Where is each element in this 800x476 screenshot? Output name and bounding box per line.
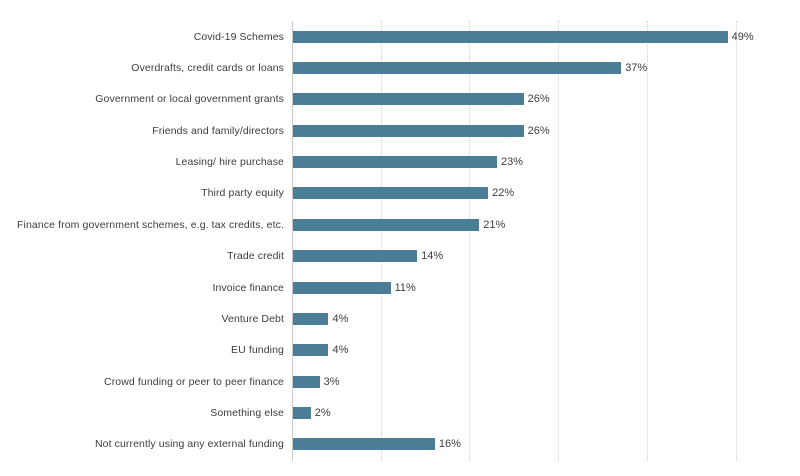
category-label: Third party equity bbox=[201, 187, 284, 200]
category-label: Venture Debt bbox=[221, 312, 284, 325]
bar bbox=[293, 250, 418, 263]
value-label: 14% bbox=[421, 250, 444, 263]
plot-area bbox=[292, 21, 752, 461]
bar bbox=[293, 156, 497, 169]
gridline-50 bbox=[735, 21, 737, 461]
bar-row: EU funding 4% bbox=[0, 335, 800, 366]
category-label: Covid-19 Schemes bbox=[193, 30, 284, 43]
bar-row: Finance from government schemes, e.g. ta… bbox=[0, 209, 800, 240]
value-label: 3% bbox=[323, 375, 340, 388]
chart-rows: Covid-19 Schemes 49% Overdrafts, credit ca… bbox=[0, 21, 800, 460]
bar-row: Overdrafts, credit cards or loans 37% bbox=[0, 52, 800, 83]
bar bbox=[293, 406, 311, 419]
y-axis-line bbox=[292, 21, 293, 461]
bar bbox=[293, 30, 728, 43]
value-label: 26% bbox=[527, 93, 550, 106]
bar-row: Something else 2% bbox=[0, 397, 800, 428]
bar-row: Covid-19 Schemes 49% bbox=[0, 21, 800, 52]
bar bbox=[293, 93, 524, 106]
category-label: Government or local government grants bbox=[95, 93, 284, 106]
category-label: Not currently using any external funding bbox=[94, 438, 284, 451]
bar-row: Venture Debt 4% bbox=[0, 303, 800, 334]
value-label: 49% bbox=[731, 30, 754, 43]
value-label: 16% bbox=[438, 438, 461, 451]
bar bbox=[293, 312, 329, 325]
category-label: Friends and family/directors bbox=[152, 124, 284, 137]
bar-row: Government or local government grants 26% bbox=[0, 84, 800, 115]
bar-row: Trade credit 14% bbox=[0, 241, 800, 272]
bar bbox=[293, 344, 329, 357]
value-label: 23% bbox=[501, 156, 524, 169]
value-label: 37% bbox=[625, 62, 648, 75]
bar bbox=[293, 62, 622, 75]
bar-row: Invoice finance 11% bbox=[0, 272, 800, 303]
gridline-10 bbox=[380, 21, 382, 461]
value-label: 4% bbox=[332, 344, 349, 357]
category-label: Crowd funding or peer to peer finance bbox=[104, 375, 284, 388]
gridline-30 bbox=[558, 21, 560, 461]
bar bbox=[293, 187, 489, 200]
value-label: 11% bbox=[394, 281, 416, 294]
value-label: 2% bbox=[314, 406, 331, 419]
bar-row: Not currently using any external funding… bbox=[0, 429, 800, 460]
value-label: 21% bbox=[483, 218, 506, 231]
category-label: Finance from government schemes, e.g. ta… bbox=[17, 218, 284, 231]
bar-row: Friends and family/directors 26% bbox=[0, 115, 800, 146]
category-label: Leasing/ hire purchase bbox=[175, 156, 284, 169]
bar bbox=[293, 438, 435, 451]
bar bbox=[293, 375, 320, 388]
category-label: Something else bbox=[210, 406, 284, 419]
bar-row: Crowd funding or peer to peer finance 3% bbox=[0, 366, 800, 397]
bar bbox=[293, 124, 524, 137]
gridline-20 bbox=[469, 21, 471, 461]
value-label: 22% bbox=[492, 187, 515, 200]
value-label: 26% bbox=[527, 124, 550, 137]
category-label: Trade credit bbox=[227, 250, 284, 263]
bar bbox=[293, 218, 480, 231]
category-label: Overdrafts, credit cards or loans bbox=[131, 62, 284, 75]
category-label: Invoice finance bbox=[212, 281, 284, 294]
value-label: 4% bbox=[332, 312, 349, 325]
bar-row: Leasing/ hire purchase 23% bbox=[0, 146, 800, 177]
gridline-40 bbox=[646, 21, 648, 461]
category-label: EU funding bbox=[231, 344, 284, 357]
bar-row: Third party equity 22% bbox=[0, 178, 800, 209]
bar bbox=[293, 281, 391, 294]
